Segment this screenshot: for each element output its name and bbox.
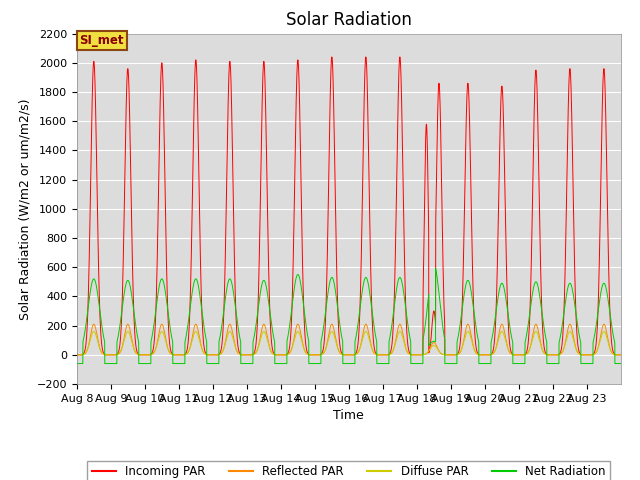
Net Radiation [539, 316, 547, 322]
Y-axis label: Solar Radiation (W/m2 or um/m2/s): Solar Radiation (W/m2 or um/m2/s) [18, 98, 31, 320]
X-axis label: Time: Time [333, 409, 364, 422]
Net Radiation [398, 279, 406, 285]
Line: Reflected PAR: Reflected PAR [77, 324, 621, 355]
Incoming PAR [186, 315, 193, 321]
Diffuse PAR [539, 348, 547, 353]
Incoming PAR [498, 84, 506, 89]
Line: Incoming PAR: Incoming PAR [77, 57, 621, 355]
Reflected PAR [90, 321, 98, 327]
Diffuse PAR [498, 329, 506, 335]
Net Radiation [525, 318, 532, 324]
Diffuse PAR [186, 346, 193, 352]
Net Radiation [186, 310, 193, 315]
Net Radiation [617, 360, 625, 366]
Diffuse PAR [398, 333, 406, 338]
Title: Solar Radiation: Solar Radiation [286, 11, 412, 29]
Diffuse PAR [73, 352, 81, 358]
Net Radiation [73, 360, 81, 366]
Incoming PAR [617, 352, 625, 358]
Net Radiation [498, 280, 506, 286]
Reflected PAR [73, 352, 81, 358]
Diffuse PAR [90, 328, 98, 334]
Reflected PAR [498, 321, 506, 327]
Reflected PAR [539, 348, 547, 354]
Text: SI_met: SI_met [79, 34, 124, 47]
Net Radiation [432, 265, 440, 271]
Incoming PAR [539, 329, 547, 335]
Reflected PAR [398, 327, 406, 333]
Reflected PAR [186, 346, 193, 352]
Diffuse PAR [617, 352, 625, 358]
Incoming PAR [398, 124, 406, 130]
Reflected PAR [617, 352, 625, 358]
Line: Diffuse PAR: Diffuse PAR [77, 331, 621, 355]
Reflected PAR [369, 348, 377, 354]
Reflected PAR [525, 348, 532, 354]
Legend: Incoming PAR, Reflected PAR, Diffuse PAR, Net Radiation: Incoming PAR, Reflected PAR, Diffuse PAR… [88, 461, 610, 480]
Net Radiation [369, 314, 377, 320]
Diffuse PAR [369, 348, 377, 354]
Incoming PAR [328, 54, 336, 60]
Diffuse PAR [525, 348, 532, 354]
Incoming PAR [73, 352, 81, 358]
Incoming PAR [525, 334, 532, 340]
Line: Net Radiation: Net Radiation [77, 268, 621, 363]
Incoming PAR [369, 332, 377, 337]
